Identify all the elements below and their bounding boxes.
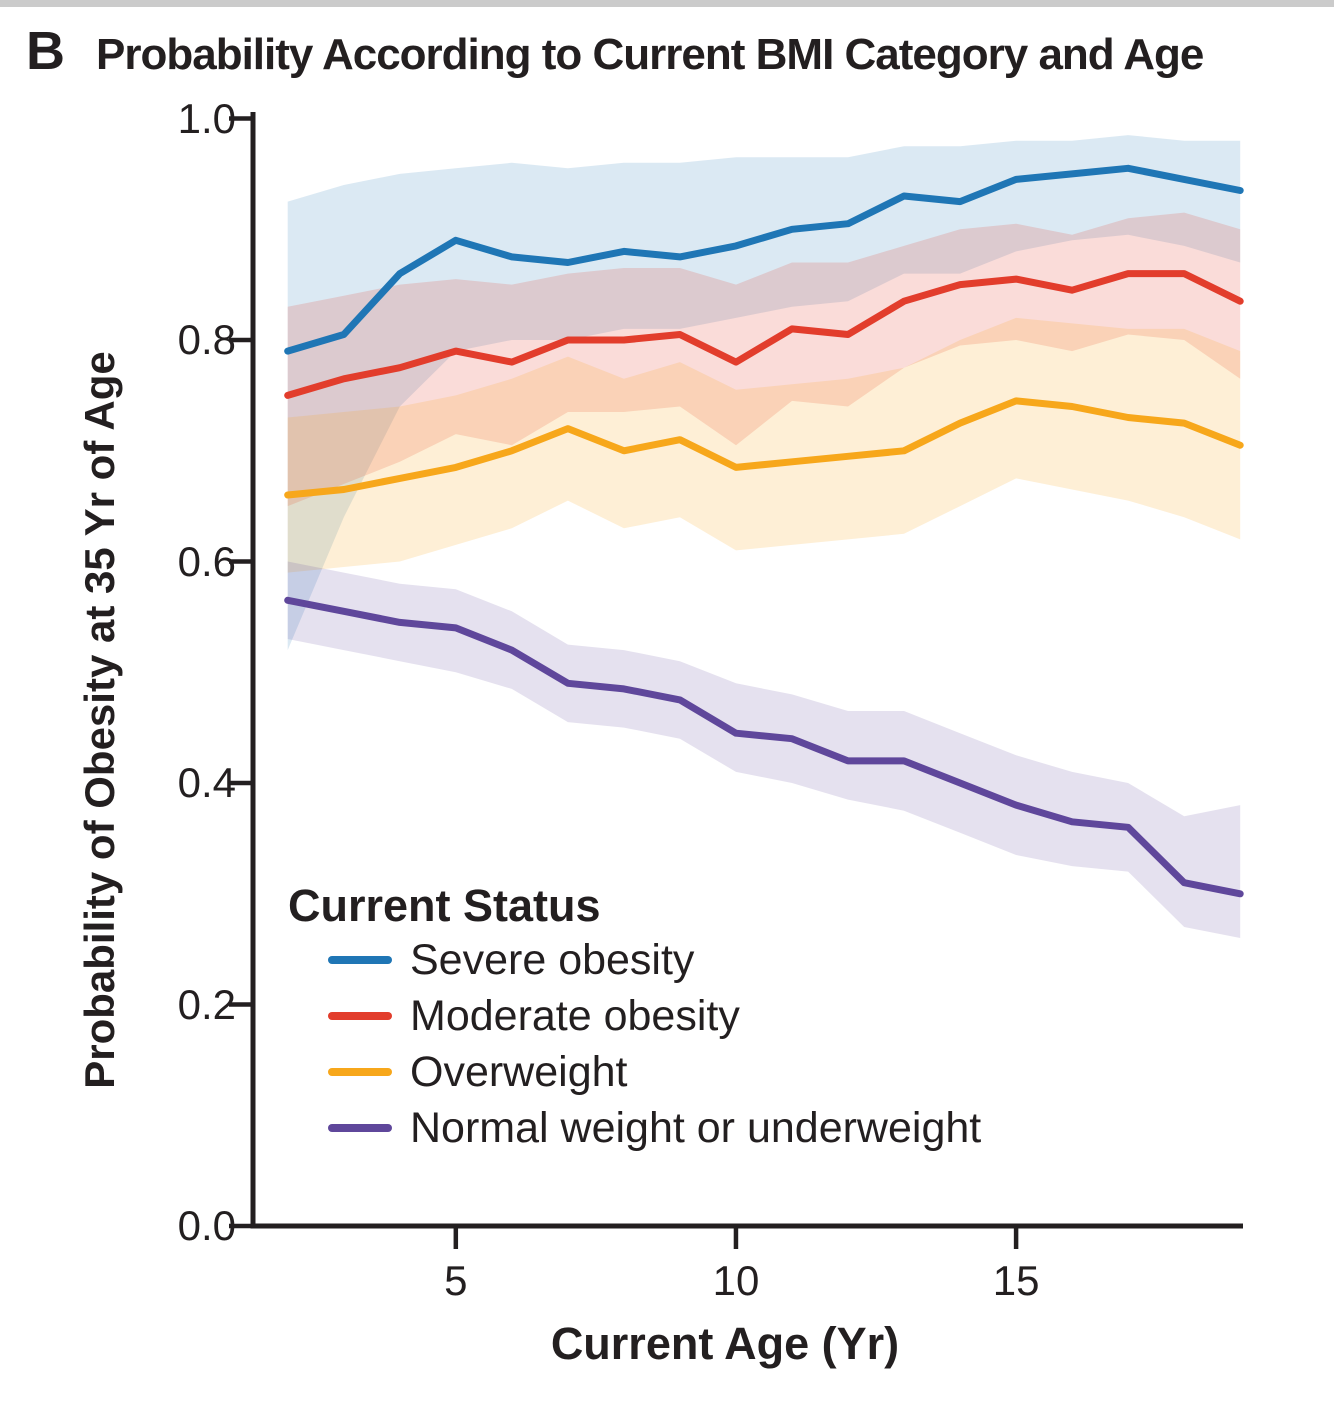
ci-band — [287, 212, 1241, 507]
legend-label: Overweight — [410, 1047, 628, 1096]
y-tick-label: 0.8 — [177, 316, 236, 363]
series-line — [284, 270, 1244, 399]
y-tick-label: 0.6 — [177, 537, 236, 585]
legend-label: Severe obesity — [410, 935, 695, 984]
y-tick-label: 1.0 — [177, 94, 236, 142]
x-tick-label: 5 — [444, 1257, 468, 1304]
legend-swatch-icon — [328, 1068, 392, 1076]
ci-band — [287, 317, 1241, 573]
data-lines — [284, 164, 1244, 898]
legend: Current Status Severe obesity Moderate ob… — [288, 880, 981, 1156]
y-tick-label: 0.4 — [177, 759, 236, 806]
series-line — [284, 397, 1244, 499]
ci-band — [287, 135, 1241, 651]
legend-swatch-icon — [328, 956, 392, 964]
y-tick-label: 0.2 — [177, 980, 236, 1028]
legend-item-normal-weight-or-underweight: Normal weight or underweight — [288, 1100, 981, 1156]
series-line — [284, 164, 1244, 355]
legend-label: Moderate obesity — [410, 991, 740, 1040]
series-line — [284, 596, 1244, 898]
x-axis-title: Current Age (Yr) — [550, 1318, 900, 1369]
window-top-edge — [0, 0, 1334, 7]
legend-items: Severe obesity Moderate obesity Overweight… — [288, 932, 981, 1156]
legend-title: Current Status — [288, 880, 601, 931]
panel-title: Probability According to Current BMI Cat… — [96, 30, 1204, 79]
axes — [229, 112, 1243, 1249]
x-tick-label: 10 — [712, 1257, 760, 1304]
legend-item-moderate-obesity: Moderate obesity — [288, 988, 981, 1044]
legend-item-overweight: Overweight — [288, 1044, 981, 1100]
legend-item-severe-obesity: Severe obesity — [288, 932, 981, 988]
x-tick-label: 15 — [992, 1257, 1040, 1304]
legend-swatch-icon — [328, 1124, 392, 1132]
legend-swatch-icon — [328, 1012, 392, 1020]
panel-label: B — [26, 21, 65, 81]
y-tick-label: 0.0 — [177, 1202, 236, 1249]
legend-label: Normal weight or underweight — [410, 1103, 982, 1152]
